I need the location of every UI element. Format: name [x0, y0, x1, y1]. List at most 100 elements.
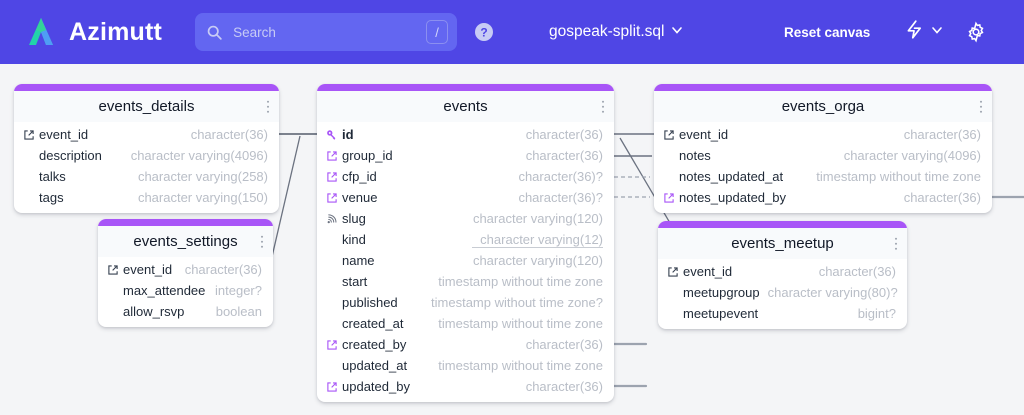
table-header[interactable]: events_meetup [658, 228, 907, 259]
column-name: notes [679, 148, 711, 163]
column-name: created_by [342, 337, 407, 352]
table-row[interactable]: group_id character(36) [317, 145, 614, 166]
gear-icon[interactable] [965, 0, 987, 64]
column-name: description [39, 148, 102, 163]
column-name: venue [342, 190, 378, 205]
table-row[interactable]: meetupgroup character varying(80)? [658, 282, 907, 303]
chevron-down-icon [931, 23, 943, 41]
table-row[interactable]: created_at timestamp without time zone [317, 313, 614, 334]
app-header: Azimutt Search / ? gospeak-split.sql [0, 0, 1024, 64]
table-columns: id character(36) group_id character(36) [317, 122, 614, 402]
table-events_details[interactable]: events_details event_id character(36) de… [14, 84, 279, 213]
kebab-menu-icon[interactable] [601, 100, 604, 113]
column-name: start [342, 274, 368, 289]
column-name: slug [342, 211, 366, 226]
table-title: events_meetup [731, 235, 834, 252]
table-row[interactable]: event_id character(36) [654, 124, 992, 145]
table-header[interactable]: events_settings [98, 226, 273, 257]
document-title[interactable]: gospeak-split.sql [549, 0, 683, 64]
document-title-label: gospeak-split.sql [549, 23, 665, 40]
column-name: updated_at [342, 358, 408, 373]
table-row[interactable]: kind character varying(12) [317, 229, 614, 250]
table-title: events_details [98, 98, 195, 115]
table-row[interactable]: event_id character(36) [14, 124, 279, 145]
table-events[interactable]: events id character(36) [317, 84, 614, 402]
table-accent-bar [658, 221, 907, 228]
table-row[interactable]: cfp_id character(36)? [317, 166, 614, 187]
column-type: character(36) [903, 190, 981, 205]
table-row[interactable]: notes_updated_by character(36) [654, 187, 992, 208]
column-type: character varying(12) [472, 232, 603, 248]
layout-menu-button[interactable] [904, 0, 943, 64]
table-accent-bar [98, 219, 273, 226]
column-name: updated_by [342, 379, 410, 394]
column-type: character(36) [818, 264, 896, 279]
table-row[interactable]: published timestamp without time zone? [317, 292, 614, 313]
column-name: notes_updated_by [679, 190, 786, 205]
diagram-canvas[interactable]: events_details event_id character(36) de… [0, 64, 1024, 415]
column-name: event_id [683, 264, 733, 279]
table-events_settings[interactable]: events_settings event_id character(36) m… [98, 219, 273, 327]
table-header[interactable]: events_orga [654, 91, 992, 122]
column-name: name [342, 253, 375, 268]
table-events_meetup[interactable]: events_meetup event_id character(36) mee… [658, 221, 907, 329]
table-row[interactable]: event_id character(36) [658, 261, 907, 282]
kebab-menu-icon[interactable] [266, 100, 269, 113]
table-row[interactable]: created_by character(36) [317, 334, 614, 355]
column-type: character varying(120) [472, 211, 603, 226]
column-name: tags [39, 190, 64, 205]
table-row[interactable]: meetupevent bigint? [658, 303, 907, 324]
kebab-menu-icon[interactable] [260, 235, 263, 248]
kebab-menu-icon[interactable] [894, 237, 897, 250]
table-row[interactable]: notes_updated_at timestamp without time … [654, 166, 992, 187]
foreign-key-icon [23, 129, 37, 141]
column-name: talks [39, 169, 66, 184]
column-name: notes_updated_at [679, 169, 784, 184]
column-type: character(36)? [518, 169, 603, 184]
column-type: character(36) [184, 262, 262, 277]
reset-canvas-button[interactable]: Reset canvas [784, 0, 870, 64]
column-name: max_attendee [123, 283, 206, 298]
table-row[interactable]: updated_by character(36) [317, 376, 614, 397]
table-row[interactable]: talks character varying(258) [14, 166, 279, 187]
table-accent-bar [14, 84, 279, 91]
search-input[interactable]: Search / [195, 13, 458, 51]
brand[interactable]: Azimutt [24, 15, 162, 49]
table-row[interactable]: start timestamp without time zone [317, 271, 614, 292]
column-type: character(36) [903, 127, 981, 142]
kebab-menu-icon[interactable] [979, 100, 982, 113]
table-row[interactable]: tags character varying(150) [14, 187, 279, 208]
table-row[interactable]: max_attendee integer? [98, 280, 273, 301]
primary-key-icon [326, 129, 340, 141]
foreign-key-icon [326, 381, 340, 393]
table-header[interactable]: events [317, 91, 614, 122]
table-row[interactable]: name character varying(120) [317, 250, 614, 271]
table-row[interactable]: updated_at timestamp without time zone [317, 355, 614, 376]
column-type: character varying(258) [137, 169, 268, 184]
table-row[interactable]: id character(36) [317, 124, 614, 145]
table-row[interactable]: event_id character(36) [98, 259, 273, 280]
column-type: character varying(80)? [767, 285, 898, 300]
table-row[interactable]: notes character varying(4096) [654, 145, 992, 166]
table-row[interactable]: allow_rsvp boolean [98, 301, 273, 322]
table-row[interactable]: venue character(36)? [317, 187, 614, 208]
table-row[interactable]: description character varying(4096) [14, 145, 279, 166]
column-type: timestamp without time zone [816, 169, 981, 184]
column-name: event_id [39, 127, 89, 142]
foreign-key-icon [663, 192, 677, 204]
table-header[interactable]: events_details [14, 91, 279, 122]
foreign-key-icon [667, 266, 681, 278]
search-placeholder: Search [233, 24, 276, 40]
table-columns: event_id character(36) description chara… [14, 122, 279, 213]
column-type: timestamp without time zone [438, 274, 603, 289]
column-name: id [342, 127, 354, 142]
chevron-down-icon [671, 23, 683, 41]
reset-canvas-label: Reset canvas [784, 24, 871, 40]
table-row[interactable]: slug character varying(120) [317, 208, 614, 229]
column-type: integer? [215, 283, 262, 298]
table-accent-bar [654, 84, 992, 91]
lightning-bolt-icon [904, 19, 925, 45]
foreign-key-icon [326, 171, 340, 183]
table-events_orga[interactable]: events_orga event_id character(36) notes… [654, 84, 992, 213]
help-circle-icon[interactable]: ? [474, 22, 494, 42]
